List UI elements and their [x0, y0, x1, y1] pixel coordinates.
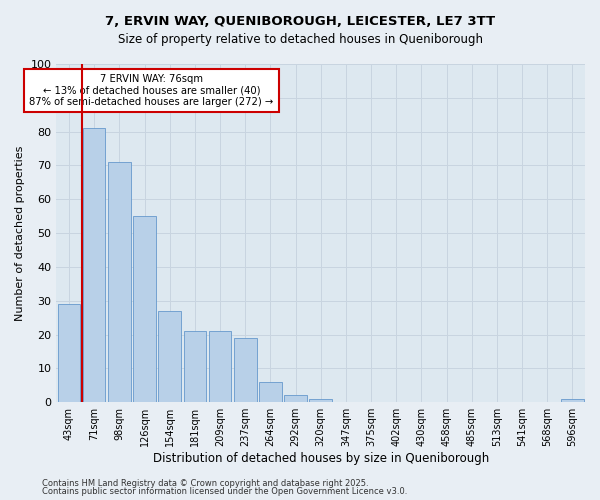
Bar	[58, 304, 80, 402]
Bar	[83, 128, 106, 402]
Text: Size of property relative to detached houses in Queniborough: Size of property relative to detached ho…	[118, 32, 482, 46]
Bar	[184, 331, 206, 402]
Bar	[259, 382, 281, 402]
Bar	[108, 162, 131, 402]
Text: 7 ERVIN WAY: 76sqm
← 13% of detached houses are smaller (40)
87% of semi-detache: 7 ERVIN WAY: 76sqm ← 13% of detached hou…	[29, 74, 274, 108]
X-axis label: Distribution of detached houses by size in Queniborough: Distribution of detached houses by size …	[152, 452, 489, 465]
Bar	[209, 331, 232, 402]
Text: 7, ERVIN WAY, QUENIBOROUGH, LEICESTER, LE7 3TT: 7, ERVIN WAY, QUENIBOROUGH, LEICESTER, L…	[105, 15, 495, 28]
Bar	[284, 396, 307, 402]
Bar	[158, 311, 181, 402]
Bar	[133, 216, 156, 402]
Bar	[561, 399, 584, 402]
Bar	[310, 399, 332, 402]
Text: Contains HM Land Registry data © Crown copyright and database right 2025.: Contains HM Land Registry data © Crown c…	[42, 478, 368, 488]
Text: Contains public sector information licensed under the Open Government Licence v3: Contains public sector information licen…	[42, 487, 407, 496]
Y-axis label: Number of detached properties: Number of detached properties	[15, 146, 25, 321]
Bar	[234, 338, 257, 402]
